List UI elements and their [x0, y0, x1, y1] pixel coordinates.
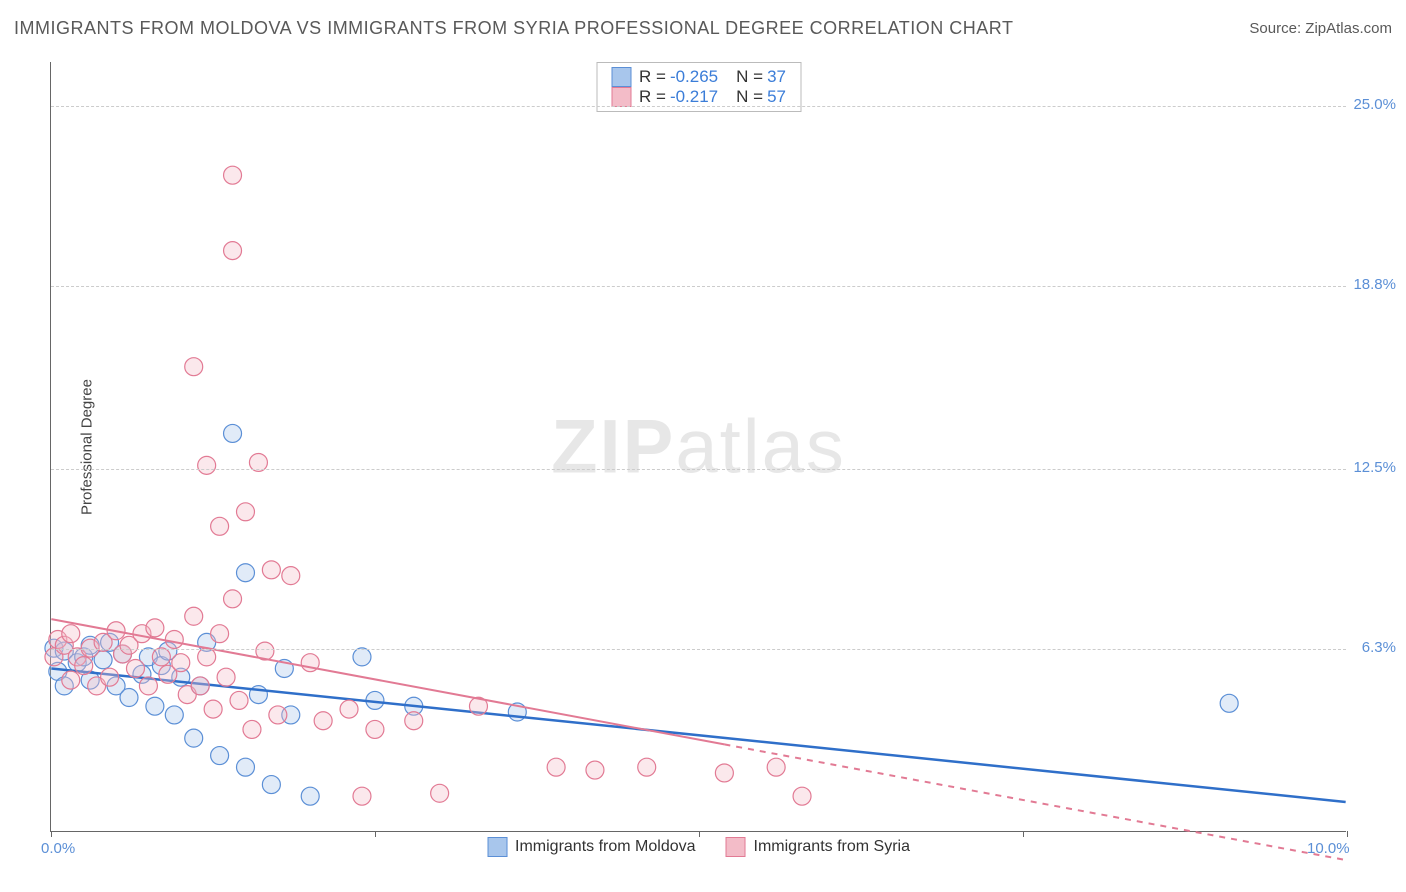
chart-plot-area: Professional Degree ZIPatlas R =-0.265 N…: [50, 62, 1346, 832]
legend-label: Immigrants from Syria: [754, 838, 910, 856]
data-point: [191, 677, 209, 695]
grid-line: [51, 286, 1346, 287]
data-point: [75, 657, 93, 675]
data-point: [120, 689, 138, 707]
data-point: [282, 567, 300, 585]
legend-item: Immigrants from Syria: [726, 837, 910, 857]
y-tick-label: 12.5%: [1353, 459, 1396, 476]
data-point: [224, 424, 242, 442]
data-point: [353, 787, 371, 805]
legend-swatch: [487, 837, 507, 857]
x-tick-mark: [375, 831, 376, 837]
data-point: [185, 729, 203, 747]
data-point: [1220, 694, 1238, 712]
data-point: [224, 242, 242, 260]
data-point: [185, 607, 203, 625]
data-point: [126, 660, 144, 678]
y-tick-label: 25.0%: [1353, 96, 1396, 113]
data-point: [211, 625, 229, 643]
data-point: [62, 625, 80, 643]
data-point: [262, 776, 280, 794]
legend-item: Immigrants from Moldova: [487, 837, 696, 857]
data-point: [243, 720, 261, 738]
data-point: [314, 712, 332, 730]
y-tick-label: 18.8%: [1353, 276, 1396, 293]
stats-legend-row: R =-0.265 N =37: [611, 67, 786, 87]
data-point: [139, 677, 157, 695]
data-point: [767, 758, 785, 776]
scatter-plot-svg: [51, 62, 1346, 831]
data-point: [237, 564, 255, 582]
data-point: [405, 712, 423, 730]
data-point: [211, 517, 229, 535]
x-tick-mark: [1347, 831, 1348, 837]
r-stat: R =-0.217: [639, 87, 718, 107]
data-point: [638, 758, 656, 776]
x-tick-mark: [51, 831, 52, 837]
stats-legend-box: R =-0.265 N =37 R =-0.217 N =57: [596, 62, 801, 112]
grid-line: [51, 469, 1346, 470]
data-point: [340, 700, 358, 718]
header: IMMIGRANTS FROM MOLDOVA VS IMMIGRANTS FR…: [14, 18, 1392, 39]
data-point: [301, 787, 319, 805]
data-point: [165, 706, 183, 724]
data-point: [211, 747, 229, 765]
data-point: [146, 697, 164, 715]
data-point: [715, 764, 733, 782]
chart-title: IMMIGRANTS FROM MOLDOVA VS IMMIGRANTS FR…: [14, 18, 1013, 39]
n-stat: N =37: [736, 67, 786, 87]
data-point: [237, 758, 255, 776]
y-tick-label: 6.3%: [1362, 639, 1396, 656]
data-point: [431, 784, 449, 802]
data-point: [586, 761, 604, 779]
data-point: [262, 561, 280, 579]
data-point: [224, 166, 242, 184]
data-point: [172, 654, 190, 672]
data-point: [198, 456, 216, 474]
data-point: [185, 358, 203, 376]
source-name: ZipAtlas.com: [1305, 20, 1392, 37]
data-point: [101, 668, 119, 686]
grid-line: [51, 106, 1346, 107]
legend-swatch: [726, 837, 746, 857]
legend-swatch: [611, 67, 631, 87]
data-point: [146, 619, 164, 637]
legend-label: Immigrants from Moldova: [515, 838, 696, 856]
x-tick-label: 0.0%: [41, 840, 75, 857]
series-legend: Immigrants from Moldova Immigrants from …: [487, 837, 910, 857]
x-tick-mark: [1023, 831, 1024, 837]
data-point: [237, 503, 255, 521]
x-tick-mark: [699, 831, 700, 837]
grid-line: [51, 649, 1346, 650]
source-prefix: Source:: [1249, 20, 1305, 37]
n-stat: N =57: [736, 87, 786, 107]
data-point: [224, 590, 242, 608]
data-point: [217, 668, 235, 686]
data-point: [547, 758, 565, 776]
data-point: [204, 700, 222, 718]
stats-legend-row: R =-0.217 N =57: [611, 87, 786, 107]
r-stat: R =-0.265: [639, 67, 718, 87]
legend-swatch: [611, 87, 631, 107]
data-point: [62, 671, 80, 689]
data-point: [198, 648, 216, 666]
source-attribution: Source: ZipAtlas.com: [1249, 20, 1392, 37]
x-tick-label: 10.0%: [1307, 840, 1350, 857]
data-point: [165, 630, 183, 648]
data-point: [269, 706, 287, 724]
data-point: [793, 787, 811, 805]
data-point: [366, 720, 384, 738]
data-point: [353, 648, 371, 666]
data-point: [152, 648, 170, 666]
data-point: [230, 691, 248, 709]
